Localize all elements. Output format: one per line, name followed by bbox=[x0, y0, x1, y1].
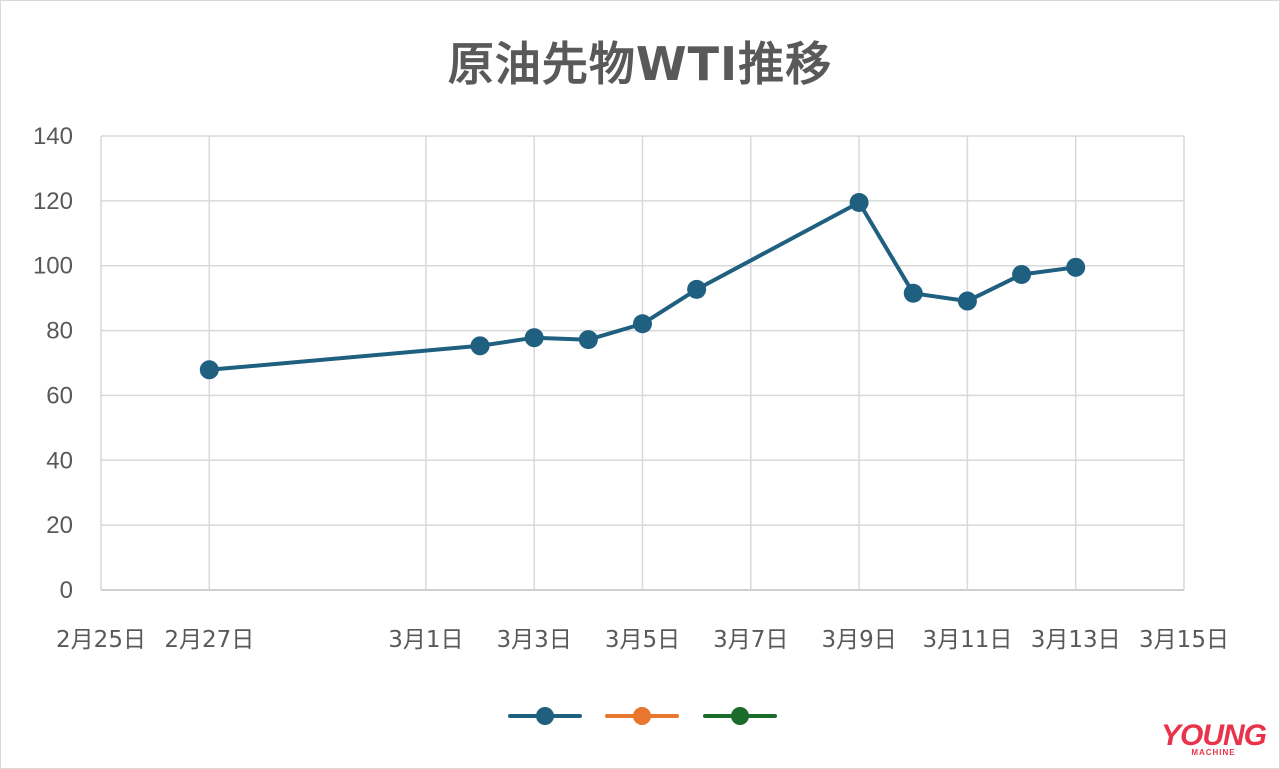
y-tick-label: 140 bbox=[33, 123, 73, 150]
data-point bbox=[1066, 257, 1086, 277]
x-tick-label: 3月1日 bbox=[388, 627, 463, 653]
x-tick-label: 3月7日 bbox=[713, 627, 788, 653]
x-tick-label: 2月25日 bbox=[56, 627, 146, 653]
x-tick-label: 3月15日 bbox=[1139, 627, 1229, 653]
y-tick-label: 60 bbox=[46, 382, 73, 409]
watermark-main-text: YOUNG bbox=[1160, 719, 1267, 752]
y-tick-label: 40 bbox=[46, 447, 73, 474]
x-tick-label: 3月3日 bbox=[497, 627, 572, 653]
legend-marker bbox=[536, 707, 554, 725]
watermark-sub-text: MACHINE bbox=[1191, 748, 1236, 757]
y-tick-label: 20 bbox=[46, 512, 73, 539]
legend-marker bbox=[731, 707, 749, 725]
data-point bbox=[524, 328, 544, 348]
x-tick-label: 3月9日 bbox=[821, 627, 896, 653]
x-tick-label: 2月27日 bbox=[164, 627, 254, 653]
chart-title: 原油先物WTI推移 bbox=[447, 37, 833, 91]
x-tick-label: 3月13日 bbox=[1031, 627, 1121, 653]
data-point bbox=[849, 192, 869, 212]
data-point bbox=[1012, 264, 1032, 284]
data-point bbox=[957, 291, 977, 311]
y-tick-label: 120 bbox=[33, 188, 73, 215]
brand-watermark: YOUNG MACHINE bbox=[1160, 719, 1267, 757]
legend-marker bbox=[633, 707, 651, 725]
data-point bbox=[687, 279, 707, 299]
y-tick-label: 100 bbox=[33, 253, 73, 280]
y-tick-label: 0 bbox=[60, 577, 73, 604]
x-tick-label: 3月11日 bbox=[922, 627, 1012, 653]
y-tick-label: 80 bbox=[46, 318, 73, 345]
data-point bbox=[578, 330, 598, 350]
data-point bbox=[199, 360, 219, 380]
x-tick-label: 3月5日 bbox=[605, 627, 680, 653]
data-point bbox=[470, 336, 490, 356]
data-point bbox=[903, 283, 923, 303]
data-point bbox=[633, 314, 652, 334]
